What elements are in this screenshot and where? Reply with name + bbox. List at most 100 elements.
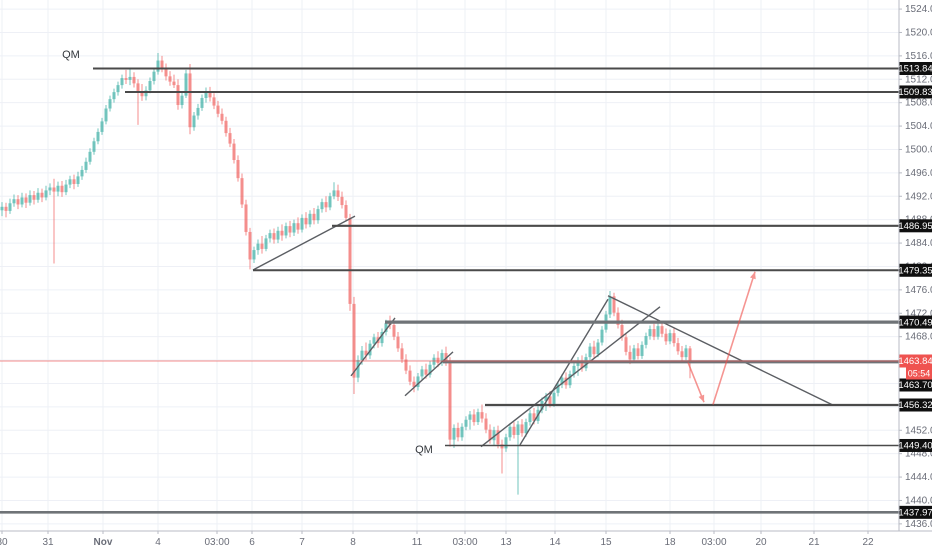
candle: [476, 408, 480, 426]
candle: [220, 108, 224, 125]
candle-body: [324, 202, 328, 208]
candle-body: [124, 78, 128, 80]
candle-body: [580, 360, 584, 369]
trend-line[interactable]: [350, 317, 396, 377]
trend-line[interactable]: [480, 306, 661, 448]
candle-body: [352, 303, 356, 378]
candle-body: [516, 424, 520, 435]
candle: [520, 419, 524, 437]
y-tick-label: 1472.00: [905, 308, 932, 319]
candle: [104, 105, 108, 125]
candle: [512, 422, 516, 439]
y-tick-label: 1436.00: [905, 519, 932, 530]
x-tick-label: 20: [755, 537, 767, 548]
candle-body: [136, 83, 140, 91]
price-ray-label: 1437.97: [898, 505, 932, 519]
trend-line[interactable]: [607, 295, 834, 406]
candle-body: [520, 424, 524, 434]
candle: [404, 354, 408, 375]
candle-body: [640, 344, 644, 356]
candle: [52, 178, 56, 264]
countdown-text: 05:54: [908, 369, 931, 379]
projection-arrow[interactable]: [712, 271, 756, 405]
y-tick-label: 1512.00: [905, 74, 932, 85]
candle-body: [688, 348, 692, 362]
candle: [400, 343, 404, 363]
projection-arrow[interactable]: [687, 362, 705, 403]
y-tick-label: 1496.00: [905, 168, 932, 179]
candle: [320, 198, 324, 213]
candle-body: [100, 121, 104, 132]
candle-body: [400, 348, 404, 360]
candle: [256, 239, 260, 255]
candle: [144, 86, 148, 101]
candle-body: [216, 105, 220, 114]
price-ray-label-box: [899, 62, 932, 76]
x-tick-label: 22: [862, 537, 874, 548]
plot-area[interactable]: QM QM: [0, 0, 899, 531]
candle-body: [348, 217, 352, 304]
candle: [568, 370, 572, 389]
price-ray-label-box: [899, 505, 932, 519]
candle-body: [16, 199, 20, 205]
candle: [260, 236, 264, 254]
candle-body: [260, 243, 264, 249]
candle-body: [356, 360, 360, 378]
candle-body: [32, 195, 36, 200]
y-tick-label: 1524.00: [905, 4, 932, 15]
candle: [684, 344, 688, 361]
candle-body: [372, 337, 376, 344]
candle-body: [328, 196, 332, 208]
candle-body: [60, 185, 64, 193]
x-tick-label: 03:00: [701, 537, 726, 548]
trend-line[interactable]: [404, 351, 454, 397]
candle-body: [196, 107, 200, 116]
price-ray-label: 1456.32: [898, 398, 932, 412]
candle: [436, 351, 440, 368]
candle: [28, 190, 32, 206]
candle-body: [616, 312, 620, 325]
candle-body: [508, 426, 512, 438]
candle: [208, 86, 212, 102]
candle: [172, 74, 176, 89]
candle-body: [296, 223, 300, 230]
candle-body: [676, 343, 680, 352]
qm-label: QM: [415, 444, 433, 456]
candle-body: [396, 336, 400, 349]
y-tick-label: 1452.00: [905, 425, 932, 436]
candle-body: [568, 374, 572, 386]
candle-body: [488, 429, 492, 441]
candle: [16, 195, 20, 210]
candle-body: [316, 209, 320, 221]
candle-body: [332, 190, 336, 197]
current-price-label: 1463.84: [898, 354, 932, 368]
candle: [304, 212, 308, 229]
candle-body: [104, 108, 108, 122]
candle: [276, 226, 280, 244]
candle: [32, 191, 36, 205]
candle: [316, 205, 320, 224]
x-tick-label: 15: [600, 537, 612, 548]
candle: [84, 157, 88, 173]
candle-body: [0, 206, 4, 211]
price-ray-label-text: 1456.32: [898, 400, 932, 411]
candle-body: [496, 430, 500, 445]
x-tick-label: 11: [412, 537, 423, 548]
candle-body: [560, 377, 564, 385]
candle: [412, 376, 416, 393]
candle-body: [664, 333, 668, 342]
price-ray-label-text: 1479.35: [898, 265, 932, 276]
candle-body: [532, 413, 536, 421]
candle: [96, 128, 100, 145]
y-tick-label: 1440.00: [905, 495, 932, 506]
time-axis[interactable]: [0, 531, 932, 550]
price-ray-label: 1486.95: [898, 219, 932, 233]
price-ray-label-box: [899, 315, 932, 329]
candle: [480, 404, 484, 423]
countdown-label: 05:54: [906, 367, 932, 380]
candle-body: [428, 364, 432, 375]
x-tick-label: 03:00: [204, 537, 229, 548]
price-ray-label-text: 1486.95: [898, 221, 932, 232]
